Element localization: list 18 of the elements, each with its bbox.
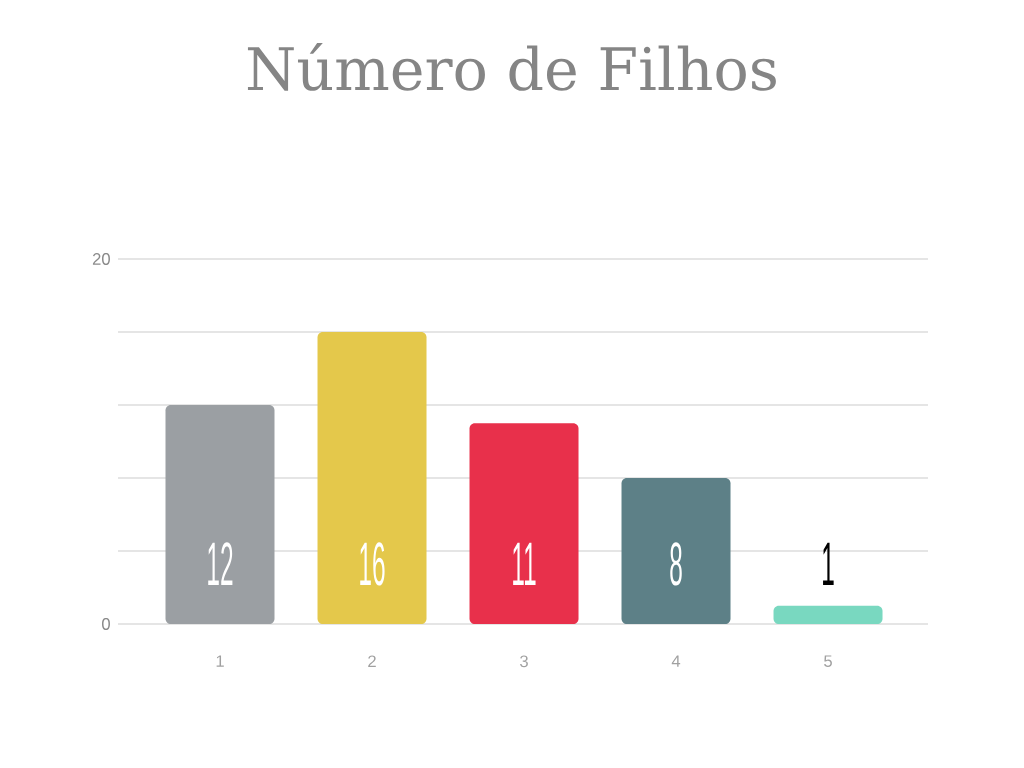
x-tick-label: 1: [216, 655, 224, 667]
bar: [773, 605, 883, 624]
bar: [469, 423, 579, 624]
data-label: 8: [670, 542, 682, 586]
bar: [165, 405, 275, 624]
data-label: 12: [208, 542, 233, 585]
y-tick-label: 20: [92, 253, 110, 265]
data-label: 1: [823, 542, 834, 585]
x-tick-label: 2: [368, 655, 376, 668]
x-tick-label: 5: [824, 655, 832, 668]
x-tick-label: 3: [520, 655, 528, 668]
data-label: 11: [513, 542, 536, 585]
bar: [317, 331, 427, 624]
bar: [621, 478, 731, 624]
x-tick-label: 4: [671, 655, 681, 667]
y-tick-label: 0: [102, 618, 110, 630]
data-label: 16: [360, 542, 385, 586]
chart-title: Número de Filhos: [247, 43, 776, 91]
